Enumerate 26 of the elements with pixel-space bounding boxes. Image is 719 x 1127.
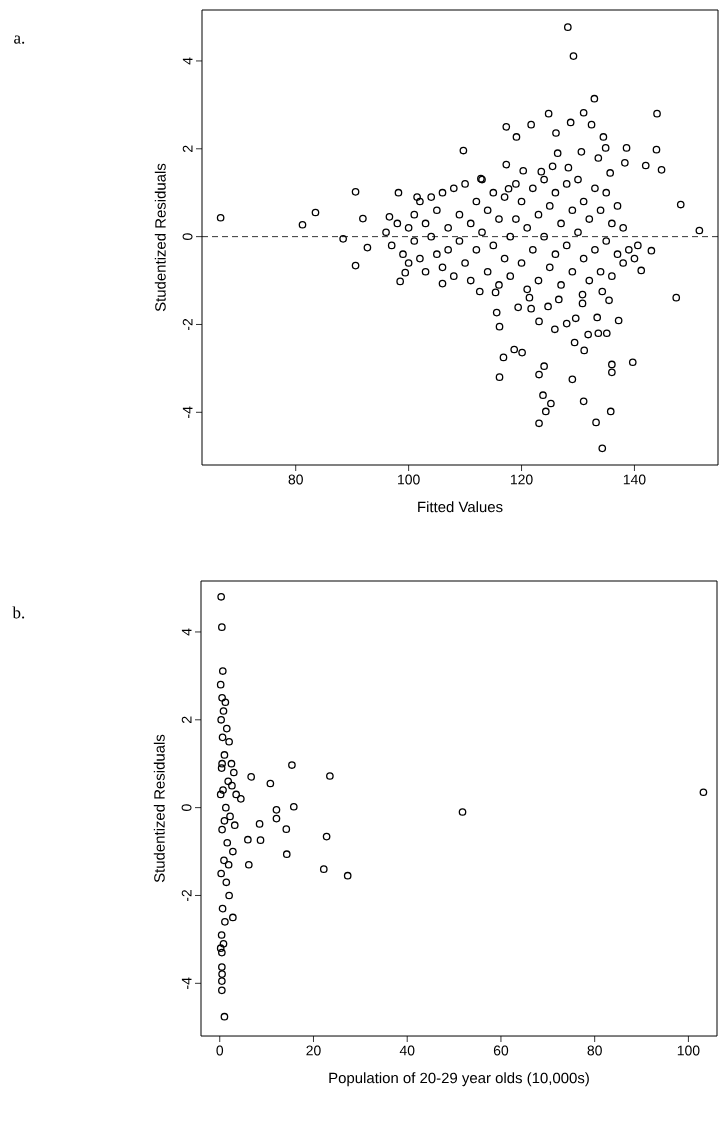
x-tick-label: 120 <box>510 474 533 485</box>
x-tick-label: 80 <box>288 474 303 485</box>
y-axis-title: Studentized Residuals <box>154 163 166 312</box>
x-axis-title: Population of 20-29 year olds (10,000s) <box>329 1072 589 1087</box>
y-tick-label: -2 <box>182 318 193 331</box>
x-tick-label: 40 <box>399 1045 415 1056</box>
text: a. <box>14 35 25 44</box>
y-tick-label: 4 <box>182 57 193 65</box>
y-tick-label: 0 <box>182 233 193 240</box>
x-tick-label: 140 <box>623 474 646 485</box>
y-tick-label: 4 <box>181 628 192 636</box>
text: b. <box>12 606 25 619</box>
y-tick-label: -4 <box>181 977 192 989</box>
y-tick-label: 2 <box>182 145 193 152</box>
y-tick-label: 2 <box>181 716 192 723</box>
y-tick-label: -4 <box>182 406 193 418</box>
x-tick-label: 80 <box>587 1045 602 1056</box>
y-tick-label: -2 <box>181 889 192 902</box>
y-tick-label: 0 <box>181 804 192 811</box>
y-axis-title: Studentized Residuals <box>153 734 165 883</box>
x-axis-title: Fitted Values <box>418 501 503 513</box>
x-tick-label: 60 <box>493 1045 509 1056</box>
x-tick-label: 100 <box>398 474 420 485</box>
x-tick-label: 0 <box>216 1045 224 1056</box>
x-tick-label: 100 <box>677 1045 700 1056</box>
x-tick-label: 20 <box>306 1045 321 1056</box>
